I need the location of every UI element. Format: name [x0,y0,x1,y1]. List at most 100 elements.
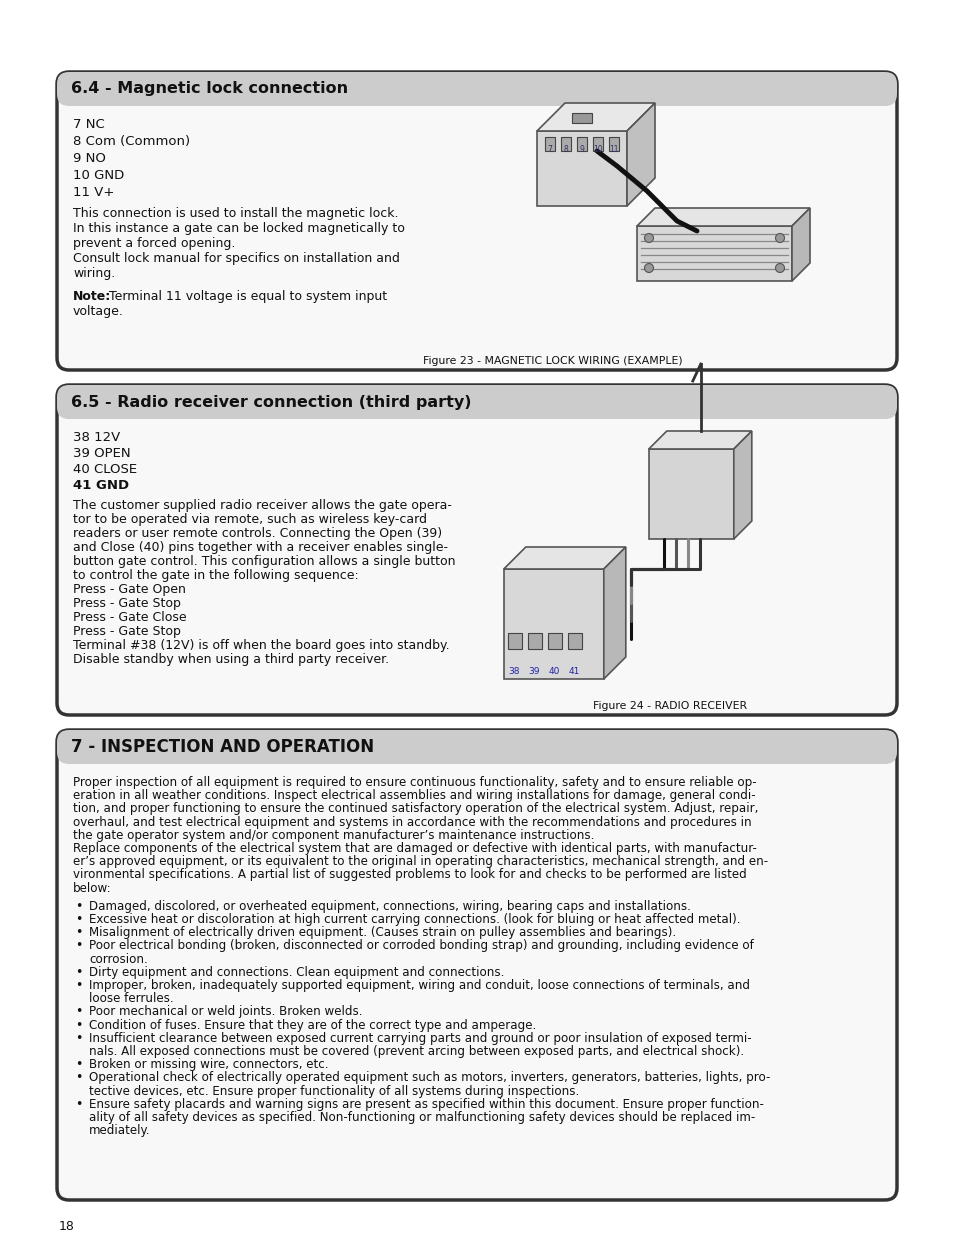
Bar [527,634,541,650]
Polygon shape [648,450,733,538]
Text: Press - Gate Stop: Press - Gate Stop [73,597,181,610]
Text: •: • [75,900,82,913]
Text: Insufficient clearance between exposed current carrying parts and ground or poor: Insufficient clearance between exposed c… [89,1031,751,1045]
Text: 18: 18 [59,1220,74,1233]
Text: •: • [75,1019,82,1031]
Text: Poor electrical bonding (broken, disconnected or corroded bonding strap) and gro: Poor electrical bonding (broken, disconn… [89,940,753,952]
Text: Broken or missing wire, connectors, etc.: Broken or missing wire, connectors, etc. [89,1058,328,1071]
Bar [544,137,555,151]
Text: 7 NC: 7 NC [73,119,105,131]
Text: 8 Com (Common): 8 Com (Common) [73,135,190,148]
Text: 39 OPEN: 39 OPEN [73,447,131,459]
Text: prevent a forced opening.: prevent a forced opening. [73,237,235,249]
Text: readers or user remote controls. Connecting the Open (39): readers or user remote controls. Connect… [73,527,441,540]
Polygon shape [603,547,625,679]
Bar [567,634,581,650]
Text: •: • [75,966,82,979]
Text: Terminal 11 voltage is equal to system input: Terminal 11 voltage is equal to system i… [105,290,387,303]
Text: Damaged, discolored, or overheated equipment, connections, wiring, bearing caps : Damaged, discolored, or overheated equip… [89,900,690,913]
Text: 6.5 - Radio receiver connection (third party): 6.5 - Radio receiver connection (third p… [71,394,471,410]
Text: •: • [75,940,82,952]
Polygon shape [791,207,809,282]
Text: Replace components of the electrical system that are damaged or defective with i: Replace components of the electrical sys… [73,842,756,855]
FancyBboxPatch shape [57,72,896,370]
Text: button gate control. This configuration allows a single button: button gate control. This configuration … [73,555,455,568]
Text: •: • [75,913,82,926]
Text: vironmental specifications. A partial list of suggested problems to look for and: vironmental specifications. A partial li… [73,868,746,882]
Text: Condition of fuses. Ensure that they are of the correct type and amperage.: Condition of fuses. Ensure that they are… [89,1019,536,1031]
FancyBboxPatch shape [57,72,896,106]
Polygon shape [626,103,655,206]
Text: Proper inspection of all equipment is required to ensure continuous functionalit: Proper inspection of all equipment is re… [73,776,756,789]
Text: eration in all weather conditions. Inspect electrical assemblies and wiring inst: eration in all weather conditions. Inspe… [73,789,755,803]
Text: Improper, broken, inadequately supported equipment, wiring and conduit, loose co: Improper, broken, inadequately supported… [89,979,749,992]
Text: Press - Gate Open: Press - Gate Open [73,583,186,597]
Text: 9: 9 [579,144,584,154]
Text: 7: 7 [547,144,552,154]
Polygon shape [637,226,791,282]
FancyBboxPatch shape [57,730,896,1200]
Text: 40 CLOSE: 40 CLOSE [73,463,137,475]
Text: The customer supplied radio receiver allows the gate opera-: The customer supplied radio receiver all… [73,499,452,513]
Text: Poor mechanical or weld joints. Broken welds.: Poor mechanical or weld joints. Broken w… [89,1005,362,1019]
Text: to control the gate in the following sequence:: to control the gate in the following seq… [73,569,358,582]
Text: tor to be operated via remote, such as wireless key-card: tor to be operated via remote, such as w… [73,513,427,526]
Text: corrosion.: corrosion. [89,952,148,966]
Text: Note:: Note: [73,290,112,303]
Text: 7 - INSPECTION AND OPERATION: 7 - INSPECTION AND OPERATION [71,739,374,756]
Text: 40: 40 [548,667,558,676]
Text: the gate operator system and/or component manufacturer’s maintenance instruction: the gate operator system and/or componen… [73,829,594,842]
Text: This connection is used to install the magnetic lock.: This connection is used to install the m… [73,207,398,220]
Text: Figure 24 - RADIO RECEIVER: Figure 24 - RADIO RECEIVER [593,701,746,711]
Bar [593,137,602,151]
Text: overhaul, and test electrical equipment and systems in accordance with the recom: overhaul, and test electrical equipment … [73,815,751,829]
Text: Terminal #38 (12V) is off when the board goes into standby.: Terminal #38 (12V) is off when the board… [73,638,449,652]
Circle shape [775,233,783,242]
Text: tion, and proper functioning to ensure the continued satisfactory operation of t: tion, and proper functioning to ensure t… [73,803,758,815]
Text: Ensure safety placards and warning signs are present as specified within this do: Ensure safety placards and warning signs… [89,1098,763,1110]
Polygon shape [733,431,751,538]
Text: 10 GND: 10 GND [73,169,124,182]
Text: Figure 23 - MAGNETIC LOCK WIRING (EXAMPLE): Figure 23 - MAGNETIC LOCK WIRING (EXAMPL… [422,356,681,366]
Text: 6.4 - Magnetic lock connection: 6.4 - Magnetic lock connection [71,82,348,96]
Text: 39: 39 [528,667,539,676]
Polygon shape [503,569,603,679]
Text: below:: below: [73,882,112,894]
Text: tective devices, etc. Ensure proper functionality of all systems during inspecti: tective devices, etc. Ensure proper func… [89,1084,578,1098]
Text: Dirty equipment and connections. Clean equipment and connections.: Dirty equipment and connections. Clean e… [89,966,504,979]
Text: Consult lock manual for specifics on installation and: Consult lock manual for specifics on ins… [73,252,399,266]
Text: 38: 38 [508,667,519,676]
Circle shape [775,263,783,273]
Text: nals. All exposed connections must be covered (prevent arcing between exposed pa: nals. All exposed connections must be co… [89,1045,743,1058]
Polygon shape [637,207,809,226]
Text: •: • [75,1098,82,1110]
Bar [547,634,561,650]
Text: •: • [75,1005,82,1019]
Text: er’s approved equipment, or its equivalent to the original in operating characte: er’s approved equipment, or its equivale… [73,855,767,868]
Text: •: • [75,979,82,992]
Text: and Close (40) pins together with a receiver enables single-: and Close (40) pins together with a rece… [73,541,448,555]
Text: 11 V+: 11 V+ [73,186,114,199]
FancyBboxPatch shape [57,730,896,764]
Text: •: • [75,926,82,939]
Text: Excessive heat or discoloration at high current carrying connections. (look for : Excessive heat or discoloration at high … [89,913,740,926]
Text: 9 NO: 9 NO [73,152,106,165]
Text: 10: 10 [593,144,602,154]
Text: Press - Gate Close: Press - Gate Close [73,611,187,624]
Text: 41: 41 [568,667,578,676]
Polygon shape [537,103,655,131]
Circle shape [644,233,653,242]
Text: •: • [75,1031,82,1045]
Text: Misalignment of electrically driven equipment. (Causes strain on pulley assembli: Misalignment of electrically driven equi… [89,926,676,939]
Text: Operational check of electrically operated equipment such as motors, inverters, : Operational check of electrically operat… [89,1072,770,1084]
FancyBboxPatch shape [57,385,896,419]
Text: wiring.: wiring. [73,267,115,280]
Text: voltage.: voltage. [73,305,124,317]
Text: ality of all safety devices as specified. Non-functioning or malfunctioning safe: ality of all safety devices as specified… [89,1112,755,1124]
Polygon shape [503,547,625,569]
Circle shape [644,263,653,273]
Text: In this instance a gate can be locked magnetically to: In this instance a gate can be locked ma… [73,222,404,235]
Text: 8: 8 [563,144,568,154]
Bar [507,634,521,650]
Text: Disable standby when using a third party receiver.: Disable standby when using a third party… [73,653,389,666]
